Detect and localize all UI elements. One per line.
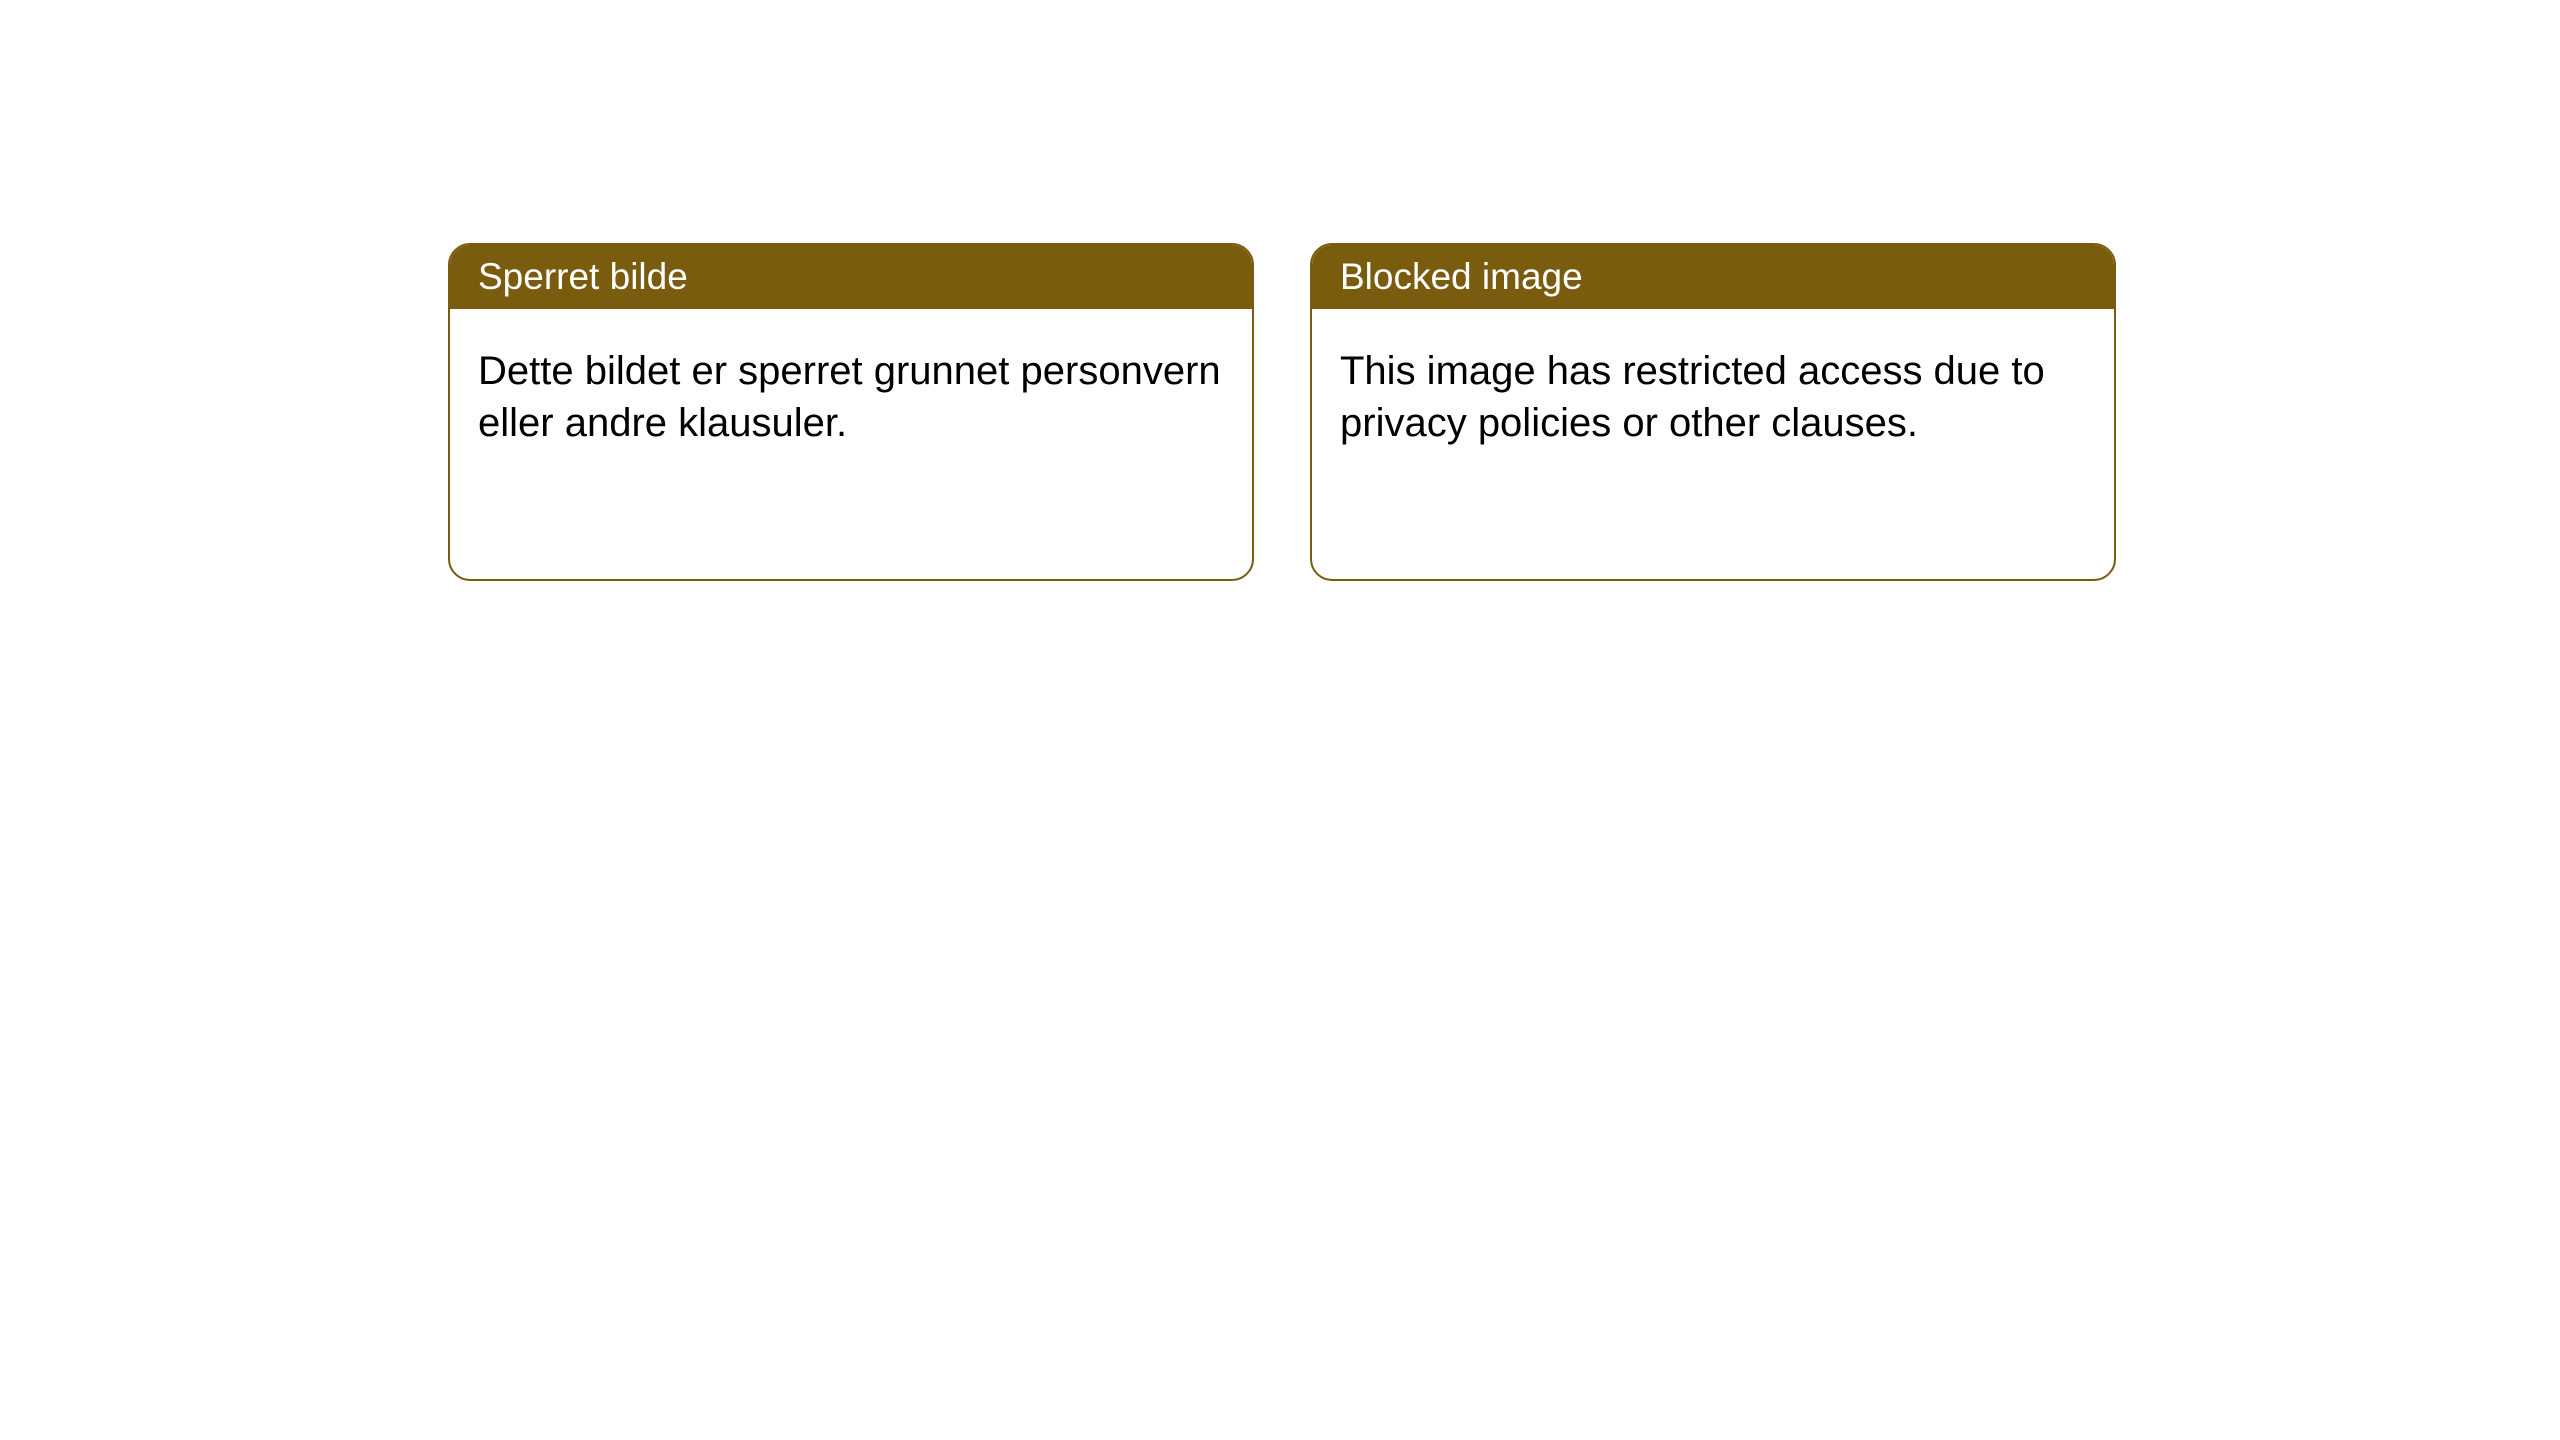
notice-body-text: This image has restricted access due to … [1340,349,2045,445]
notice-container: Sperret bilde Dette bildet er sperret gr… [448,243,2116,581]
notice-body: This image has restricted access due to … [1312,309,2114,485]
notice-card-norwegian: Sperret bilde Dette bildet er sperret gr… [448,243,1254,581]
notice-body-text: Dette bildet er sperret grunnet personve… [478,349,1221,445]
notice-title-text: Blocked image [1340,256,1583,297]
notice-title-text: Sperret bilde [478,256,688,297]
notice-header: Blocked image [1312,245,2114,309]
notice-body: Dette bildet er sperret grunnet personve… [450,309,1252,485]
notice-header: Sperret bilde [450,245,1252,309]
notice-card-english: Blocked image This image has restricted … [1310,243,2116,581]
